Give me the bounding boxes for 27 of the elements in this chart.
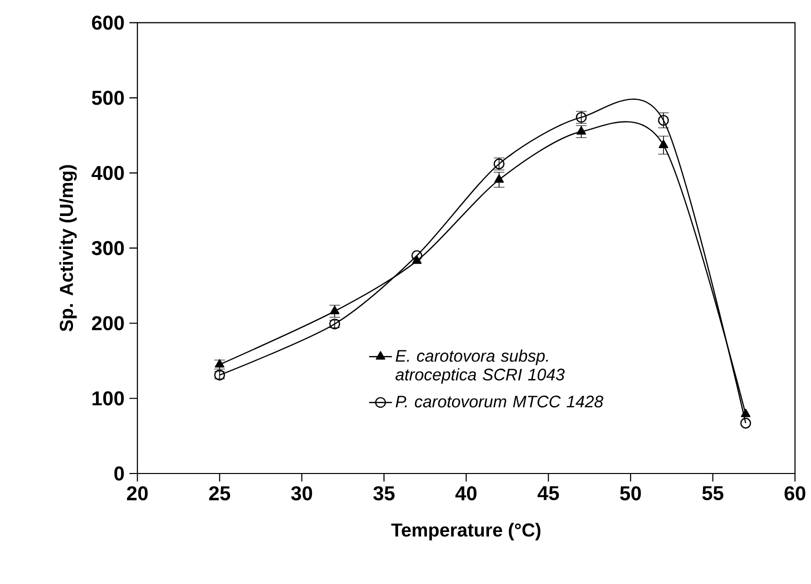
y-tick-label: 0: [114, 466, 124, 480]
x-tick-label: 40: [455, 486, 476, 500]
point: [494, 174, 504, 183]
y-tick-label: 300: [92, 240, 124, 256]
y-axis-title: Sp. Activity (U/mg): [59, 165, 77, 332]
y-tick-label: 600: [92, 15, 124, 30]
point: [411, 250, 422, 261]
x-tick-label: 20: [126, 486, 148, 500]
x-tick-label: 55: [702, 486, 724, 500]
point: [658, 140, 668, 148]
y-tick-label: 500: [92, 90, 124, 105]
point: [330, 306, 340, 314]
point: [658, 114, 669, 126]
y-tick-label: 200: [92, 316, 124, 330]
y-tick-label: 400: [92, 166, 124, 180]
x-tick-label: 60: [784, 486, 806, 500]
y-tick-label: 100: [92, 391, 124, 406]
x-tick-label: 25: [209, 486, 230, 500]
x-tick-label: 35: [373, 486, 395, 500]
x-tick-label: 45: [538, 486, 559, 500]
x-tick-label: 30: [291, 486, 312, 500]
point: [740, 408, 750, 418]
x-axis-title: Temperature (°C): [391, 522, 540, 540]
legend-label: E. carotovora subsp. atroceptica SCRI 1043: [396, 349, 565, 384]
legend-label: P. carotovorum MTCC 1428: [396, 396, 604, 408]
x-tick-label: 50: [620, 486, 641, 500]
point: [740, 418, 752, 428]
